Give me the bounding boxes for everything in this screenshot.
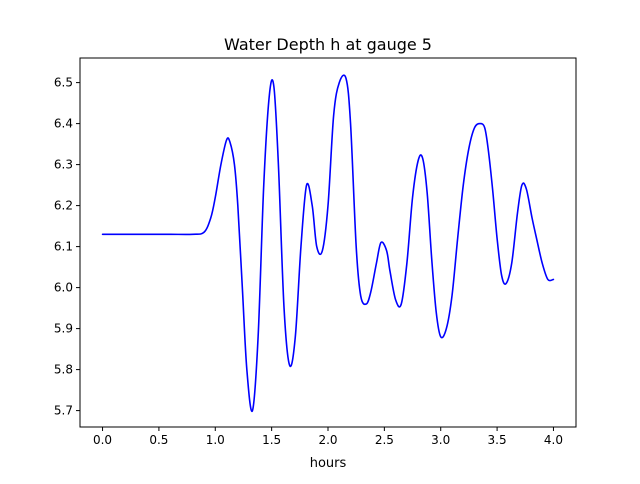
x-tick-label: 2.5 bbox=[375, 433, 394, 447]
x-tick-label: 1.0 bbox=[206, 433, 225, 447]
y-tick-label: 5.8 bbox=[54, 363, 73, 377]
y-tick-label: 6.0 bbox=[54, 281, 73, 295]
y-tick-label: 5.7 bbox=[54, 404, 73, 418]
series-layer bbox=[101, 74, 555, 413]
series-line-0 bbox=[101, 74, 555, 413]
x-tick-label: 4.0 bbox=[544, 433, 563, 447]
y-tick-label: 6.1 bbox=[54, 240, 73, 254]
x-axis-ticks: 0.0 0.5 1.0 1.5 2.0 2.5 3.0 3.5 4.0 bbox=[93, 427, 563, 447]
x-tick-label: 3.0 bbox=[431, 433, 450, 447]
x-tick-label: 3.5 bbox=[488, 433, 507, 447]
x-axis-label: hours bbox=[310, 456, 347, 471]
x-tick-label: 0.0 bbox=[93, 433, 112, 447]
x-tick-label: 0.5 bbox=[149, 433, 168, 447]
y-tick-label: 6.3 bbox=[54, 158, 73, 172]
chart-title: Water Depth h at gauge 5 bbox=[224, 35, 432, 54]
y-axis-ticks: 5.7 5.8 5.9 6.0 6.1 6.2 6.3 6.4 6.5 bbox=[54, 76, 80, 418]
x-tick-label: 2.0 bbox=[318, 433, 337, 447]
y-tick-label: 6.5 bbox=[54, 76, 73, 90]
x-tick-label: 1.5 bbox=[262, 433, 281, 447]
y-tick-label: 5.9 bbox=[54, 322, 73, 336]
y-tick-label: 6.4 bbox=[54, 117, 73, 131]
y-tick-label: 6.2 bbox=[54, 199, 73, 213]
